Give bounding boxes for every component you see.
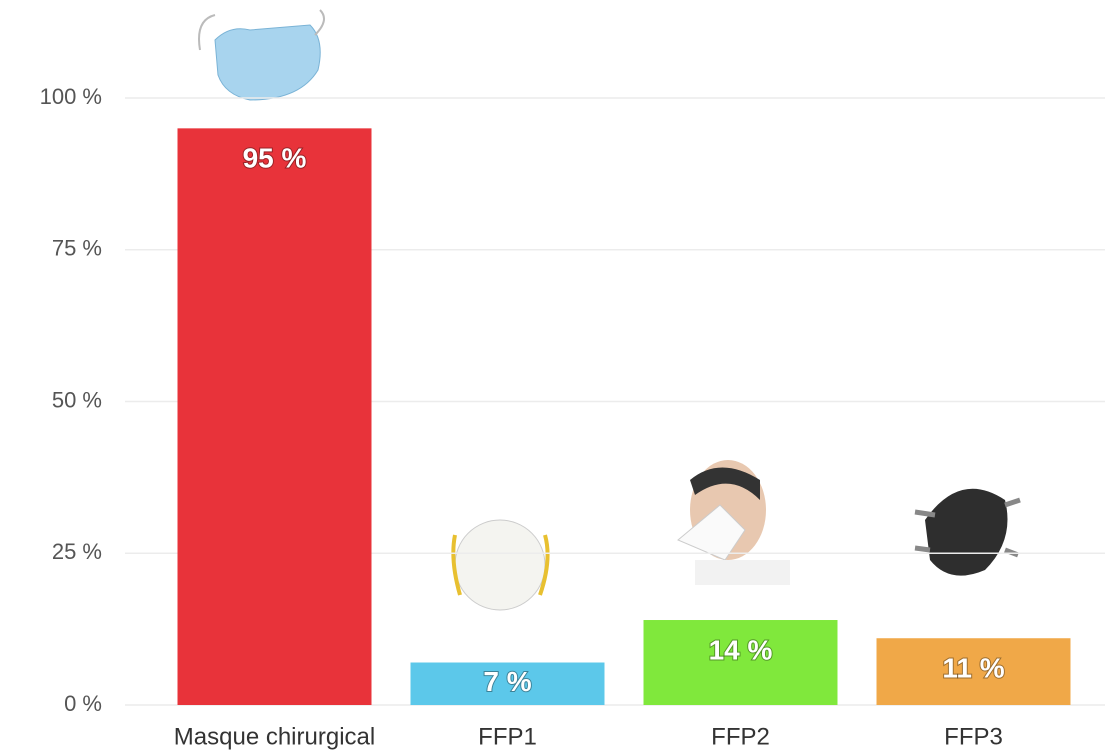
value-label: 11 % xyxy=(942,653,1004,684)
y-tick-label: 75 % xyxy=(52,236,102,261)
ffp3-mask-icon xyxy=(914,488,1021,576)
bar xyxy=(643,620,838,705)
bar xyxy=(177,128,372,706)
y-tick-label: 50 % xyxy=(52,387,102,412)
y-tick-label: 25 % xyxy=(52,539,102,564)
ffp1-mask-icon xyxy=(451,519,550,611)
value-label: 95 % xyxy=(243,143,307,174)
bar xyxy=(876,638,1071,705)
x-tick-label: FFP1 xyxy=(478,723,537,750)
bar xyxy=(410,662,605,705)
y-tick-label: 100 % xyxy=(40,84,102,109)
x-tick-label: Masque chirurgical xyxy=(174,723,375,750)
y-tick-label: 0 % xyxy=(64,691,102,716)
x-tick-label: FFP2 xyxy=(711,723,770,750)
surgical-mask-icon xyxy=(198,9,325,101)
ffp2-mask-icon xyxy=(677,460,790,585)
x-tick-label: FFP3 xyxy=(944,723,1003,750)
value-label: 14 % xyxy=(709,634,773,665)
value-label: 7 % xyxy=(483,666,531,697)
